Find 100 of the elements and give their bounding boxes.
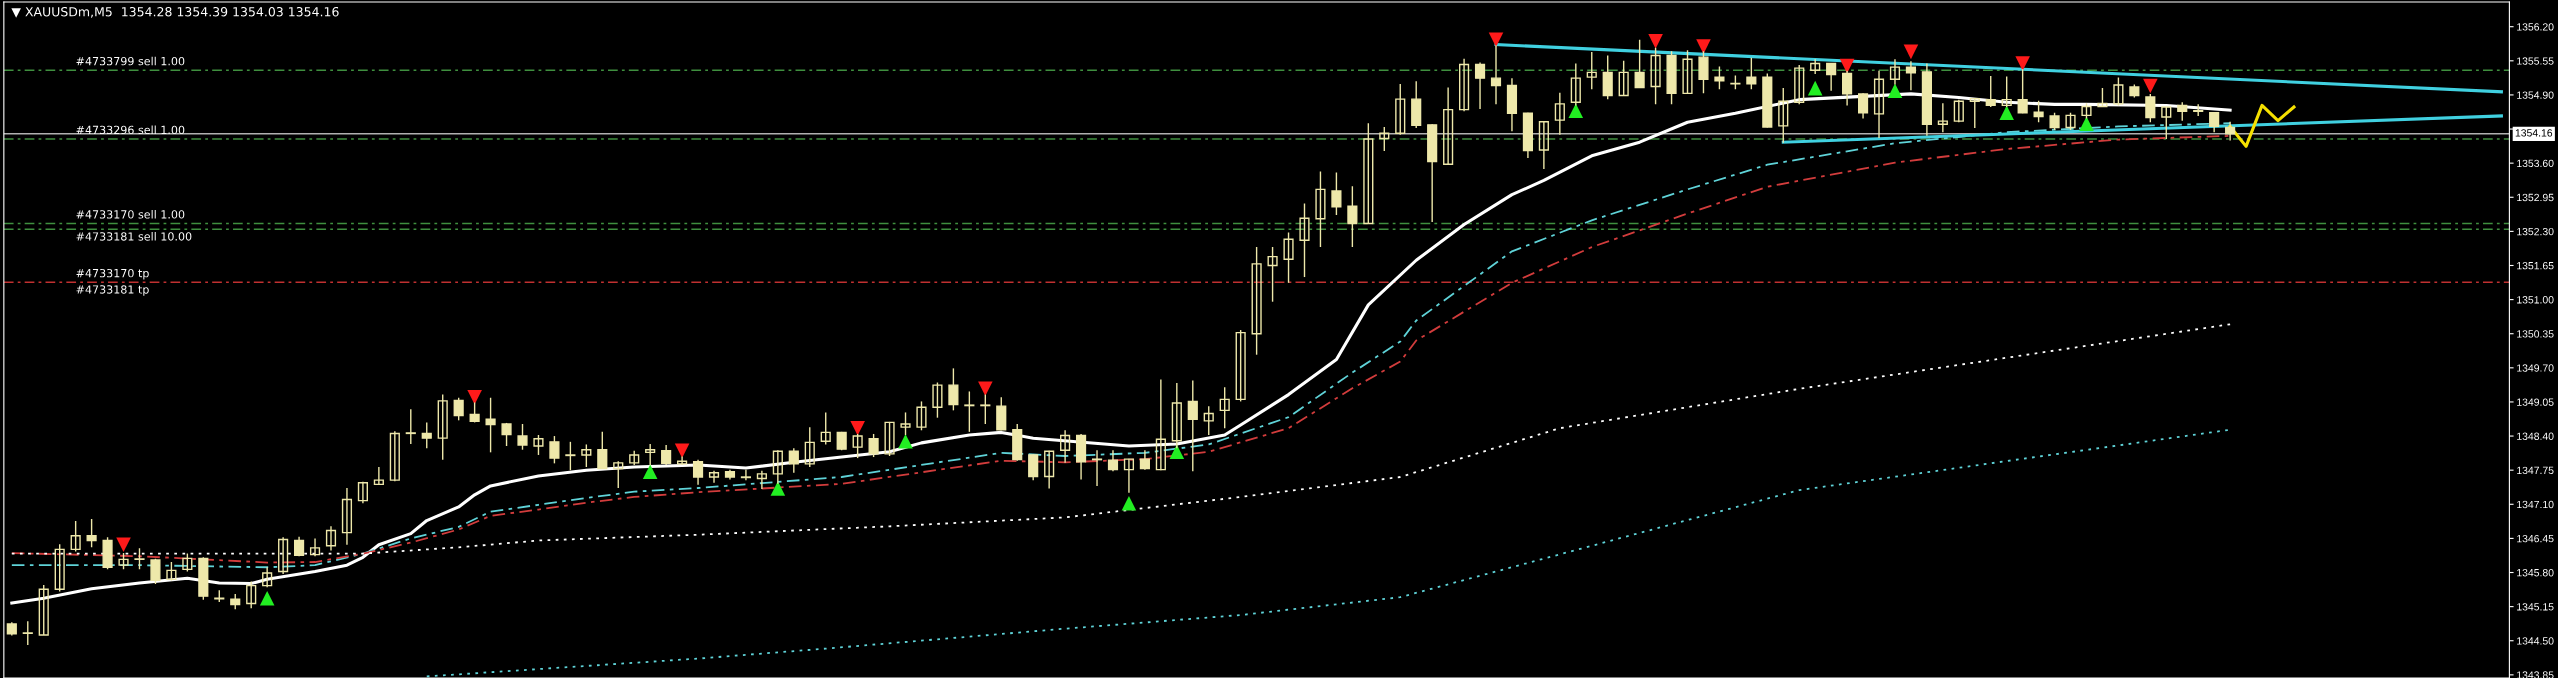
candlestick xyxy=(932,381,943,419)
candlestick xyxy=(1155,378,1166,471)
candlestick xyxy=(1235,329,1246,403)
point xyxy=(467,389,482,405)
candlestick xyxy=(150,558,161,585)
candlestick xyxy=(2097,87,2108,108)
candlestick xyxy=(134,547,145,571)
candlestick xyxy=(2161,106,2172,140)
candlestick xyxy=(2177,101,2188,122)
candlestick xyxy=(1618,60,1629,97)
candlestick xyxy=(1714,65,1725,90)
point xyxy=(1903,44,1919,60)
candlestick xyxy=(325,525,337,552)
ref-line-label: #4733170 sell 1.00 xyxy=(76,209,185,219)
point xyxy=(1999,105,2014,121)
y-tick-label: 1351.65 xyxy=(2517,261,2554,270)
candlestick xyxy=(38,584,49,636)
candlestick xyxy=(246,580,257,609)
point xyxy=(674,443,690,459)
candlestick xyxy=(613,460,624,489)
candlestick xyxy=(1363,122,1374,225)
candlestick xyxy=(533,434,544,456)
candlestick xyxy=(1826,62,1837,92)
candlestick xyxy=(1395,83,1406,136)
candlestick xyxy=(2145,93,2156,123)
point xyxy=(1839,58,1855,74)
candlestick xyxy=(1586,51,1597,90)
y-tick-label: 1347.75 xyxy=(2517,466,2554,475)
candlestick xyxy=(1251,246,1262,356)
candlestick xyxy=(166,561,177,582)
candlestick xyxy=(437,393,448,461)
candlestick xyxy=(341,487,353,546)
point xyxy=(116,537,131,552)
candlestick xyxy=(1315,170,1326,248)
candlestick xyxy=(1443,86,1454,166)
candlestick xyxy=(262,566,273,588)
candlestick xyxy=(1107,449,1119,472)
candlestick xyxy=(22,620,33,646)
candlestick xyxy=(1602,54,1613,100)
candlestick xyxy=(1937,102,1948,133)
candlestick xyxy=(1810,58,1821,75)
candlestick xyxy=(54,543,65,593)
candlestick xyxy=(421,421,432,449)
candlestick xyxy=(405,408,416,445)
candlestick xyxy=(804,426,815,468)
candlestick xyxy=(996,396,1007,431)
candlestick xyxy=(2113,76,2124,107)
point xyxy=(642,464,658,480)
candlestick xyxy=(1985,75,1996,108)
y-tick-label: 1355.55 xyxy=(2517,57,2554,65)
point xyxy=(770,481,786,496)
y-tick-label: 1352.95 xyxy=(2517,193,2554,202)
y-tick-label: 1346.45 xyxy=(2517,534,2554,543)
candlestick xyxy=(597,431,608,470)
candlestick xyxy=(1203,405,1214,436)
candlestick xyxy=(1091,449,1103,487)
point xyxy=(1169,444,1185,460)
candlestick xyxy=(1794,64,1805,106)
candlestick xyxy=(1778,87,1789,144)
candlestick xyxy=(86,518,97,549)
candlestick xyxy=(964,390,975,433)
candlestick xyxy=(581,443,592,468)
y-tick-label: 1345.80 xyxy=(2517,569,2554,577)
point xyxy=(978,381,993,397)
y-tick-label: 1352.30 xyxy=(2517,227,2554,236)
candlestick xyxy=(1139,449,1150,471)
y-tick-label: 1349.05 xyxy=(2517,398,2554,406)
point xyxy=(1488,32,1504,48)
point xyxy=(1696,39,1711,54)
candlestick xyxy=(70,520,81,553)
candlestick xyxy=(1187,379,1198,472)
candlestick xyxy=(2209,111,2220,133)
annotation: #4733181 tp xyxy=(76,285,149,296)
point xyxy=(1807,80,1823,96)
candlestick xyxy=(565,441,576,471)
point xyxy=(850,420,865,436)
point xyxy=(1568,103,1584,118)
candlestick xyxy=(1459,58,1470,112)
candlestick xyxy=(549,435,560,465)
candlestick xyxy=(884,421,895,457)
point xyxy=(898,434,913,449)
candlestick xyxy=(1554,92,1565,136)
candlestick xyxy=(278,536,289,575)
y-tick-label: 1343.85 xyxy=(2517,671,2554,678)
candlestick xyxy=(1044,450,1055,490)
candlestick xyxy=(1474,61,1486,110)
ref-line-label: #4733181 sell 10.00 xyxy=(76,232,192,241)
point xyxy=(2015,56,2030,71)
ref-line-label: #4733799 sell 1.00 xyxy=(76,56,185,66)
candlestick xyxy=(1538,120,1549,170)
candlestick xyxy=(1905,60,1917,91)
y-tick-label: 1351.00 xyxy=(2517,296,2554,304)
candlestick xyxy=(1857,92,1869,120)
candlestick xyxy=(517,423,528,451)
point xyxy=(1887,83,1903,99)
point xyxy=(2079,116,2094,132)
point xyxy=(1121,495,1137,511)
candlestick xyxy=(1379,126,1390,152)
candlestick xyxy=(1331,171,1342,216)
candlestick xyxy=(916,400,927,431)
